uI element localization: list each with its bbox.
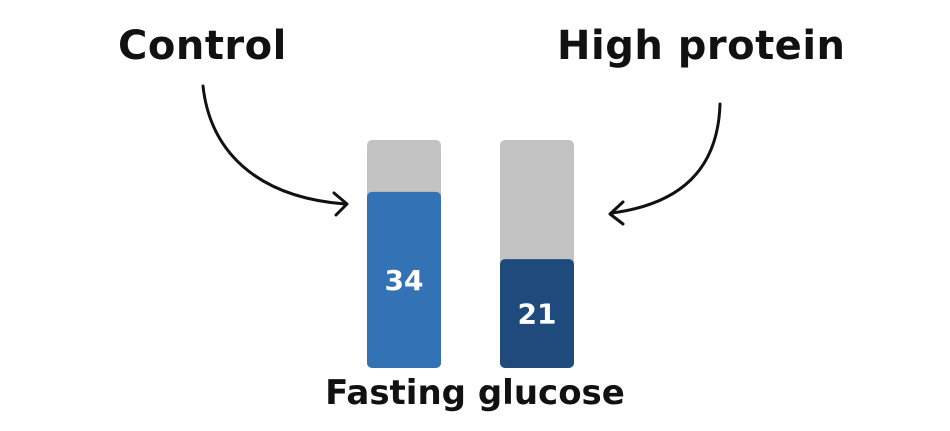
high-protein-arrowhead-icon	[608, 200, 625, 226]
high-protein-arrow	[610, 102, 722, 215]
control-arrow	[201, 84, 347, 206]
bar-high-protein	[500, 259, 574, 368]
control-arrowhead-icon	[332, 191, 349, 217]
bars-group: 34 21	[367, 140, 574, 368]
bar-control	[367, 191, 441, 368]
x-axis-label: Fasting glucose	[325, 373, 625, 413]
category-label-high-protein: High protein	[557, 23, 846, 69]
annotation-arrows	[201, 84, 722, 226]
category-label-control: Control	[118, 23, 287, 69]
bar-value-label-high-protein: 21	[518, 298, 557, 331]
bar-value-label-control: 34	[385, 264, 424, 297]
